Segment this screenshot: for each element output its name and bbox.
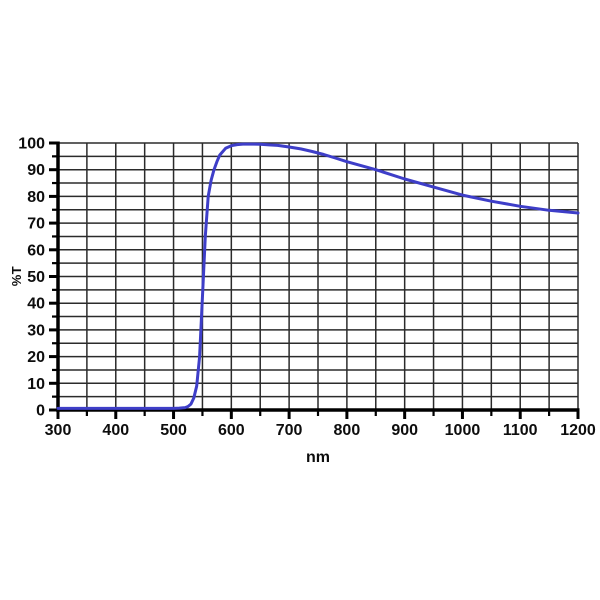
x-tick-label: 500 bbox=[160, 422, 187, 439]
y-tick-label: 70 bbox=[27, 216, 45, 233]
y-tick-label: 60 bbox=[27, 242, 45, 259]
x-tick-label: 1200 bbox=[560, 422, 596, 439]
x-tick-label: 800 bbox=[334, 422, 361, 439]
transmission-curve bbox=[56, 142, 580, 410]
x-tick-label: 600 bbox=[218, 422, 245, 439]
transmission-chart: 0 10 20 30 40 50 60 70 80 90 100 300 400 500 600 700 800… bbox=[18, 136, 596, 440]
y-tick-label: 20 bbox=[27, 349, 45, 366]
x-tick-label: 400 bbox=[102, 422, 129, 439]
y-tick-label: 50 bbox=[27, 269, 45, 286]
y-tick-label: 0 bbox=[36, 403, 45, 420]
y-tick-label: 90 bbox=[27, 162, 45, 179]
x-tick-label: 1100 bbox=[503, 422, 538, 439]
y-tick-label: 10 bbox=[27, 376, 45, 393]
y-tick-label: 40 bbox=[27, 296, 45, 313]
y-axis-title: %T bbox=[9, 265, 24, 287]
x-axis-title: nm bbox=[306, 449, 330, 466]
y-tick-label: 30 bbox=[27, 322, 45, 339]
y-tick-label: 80 bbox=[27, 189, 45, 206]
x-tick-label: 1000 bbox=[445, 422, 481, 439]
x-tick-label: 300 bbox=[45, 422, 72, 439]
y-tick-label: 100 bbox=[18, 136, 45, 153]
x-tick-label: 700 bbox=[276, 422, 303, 439]
x-tick-label: 900 bbox=[391, 422, 418, 439]
